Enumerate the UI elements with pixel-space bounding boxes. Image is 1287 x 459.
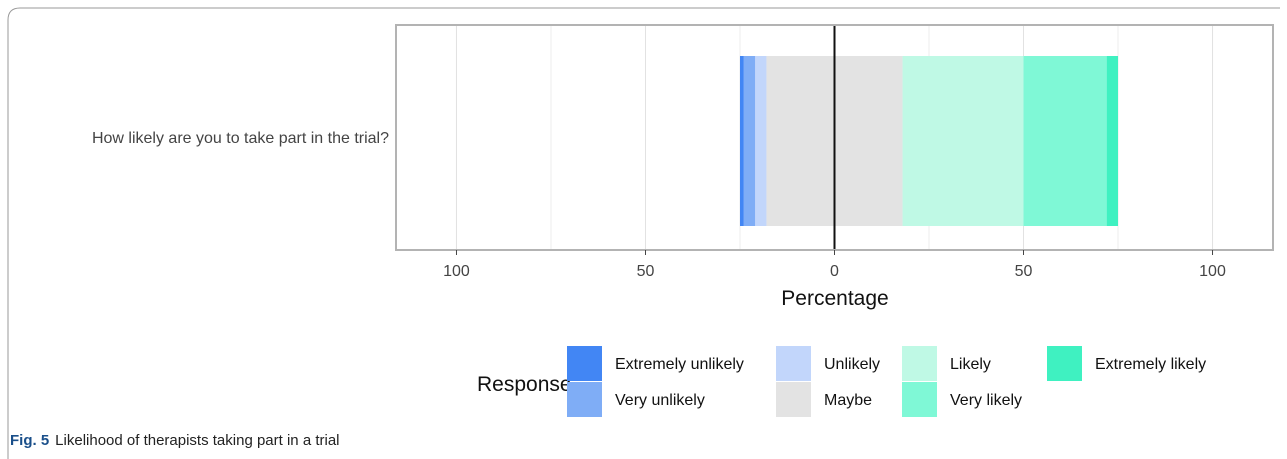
bar-unlikely <box>755 56 767 226</box>
x-tick-label: 100 <box>443 263 470 280</box>
legend-label: Unlikely <box>824 356 880 373</box>
plot-area <box>395 24 1274 251</box>
figure-caption-label: Fig. 5 <box>10 432 50 449</box>
legend-label: Likely <box>950 356 991 373</box>
legend-label: Maybe <box>824 392 872 409</box>
legend-key-extremely-unlikely <box>567 346 602 381</box>
bar-very-unlikely <box>743 56 756 226</box>
x-tick-label: 0 <box>830 263 839 280</box>
legend-key-maybe <box>776 382 811 417</box>
category-label: How likely are you to take part in the t… <box>92 130 389 147</box>
figure-border <box>7 7 1280 459</box>
figure-caption-text: Likelihood of therapists taking part in … <box>55 432 340 449</box>
bar-extremely-likely <box>1106 56 1119 226</box>
x-tick-label: 50 <box>1015 263 1033 280</box>
legend-title: Response <box>477 373 572 396</box>
bars <box>739 56 1119 226</box>
x-tick-label: 100 <box>1199 263 1226 280</box>
legend-label: Extremely unlikely <box>615 356 744 373</box>
legend-key-extremely-likely <box>1047 346 1082 381</box>
legend-key-very-unlikely <box>567 382 602 417</box>
bar-very-likely <box>1023 56 1107 226</box>
legend: Response Extremely unlikely Very unlikely… <box>477 346 1206 417</box>
legend-label: Very unlikely <box>615 392 705 409</box>
legend-label: Extremely likely <box>1095 356 1206 373</box>
legend-key-very-likely <box>902 382 937 417</box>
figure-caption: Fig. 5 Likelihood of therapists taking pa… <box>10 432 340 449</box>
bar-extremely-unlikely <box>739 56 744 226</box>
legend-label: Very likely <box>950 392 1022 409</box>
bar-likely <box>902 56 1024 226</box>
x-axis-ticks: 100 50 0 50 100 <box>443 250 1226 280</box>
x-axis-label: Percentage <box>781 287 888 310</box>
legend-key-likely <box>902 346 937 381</box>
legend-key-unlikely <box>776 346 811 381</box>
x-tick-label: 50 <box>637 263 655 280</box>
